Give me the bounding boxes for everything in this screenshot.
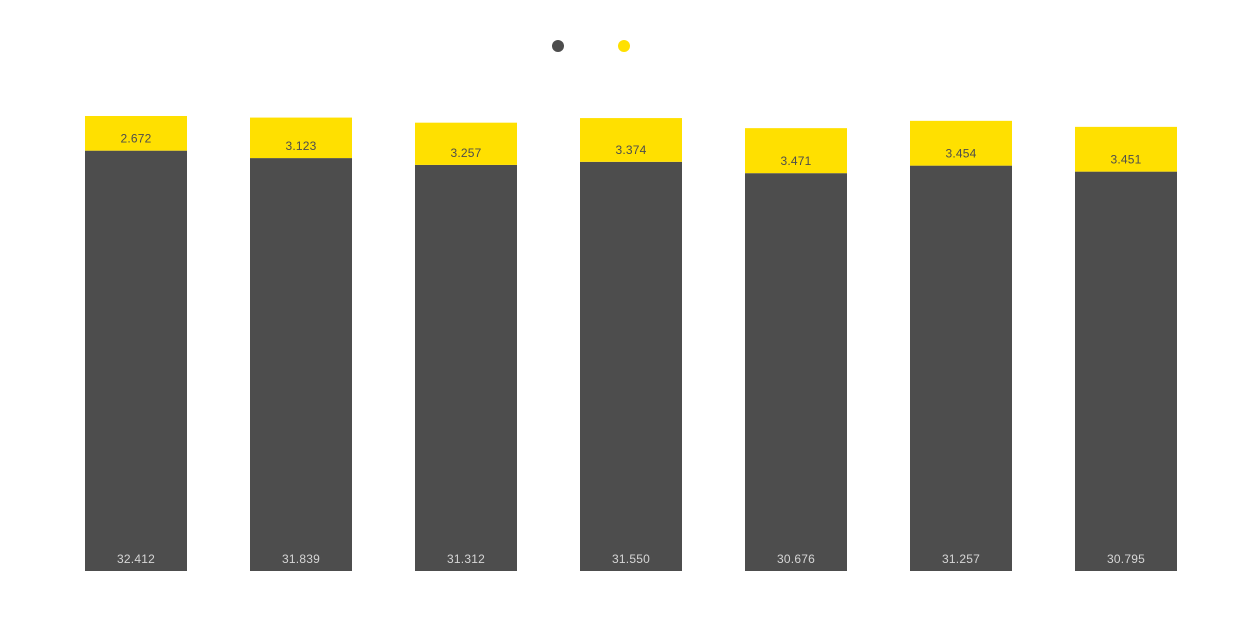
bar-segment-series-2-1 bbox=[85, 116, 187, 151]
bar-segment-series-1-1 bbox=[85, 150, 187, 571]
bar-segment-series-1-7 bbox=[1075, 171, 1177, 571]
bar-segment-series-1-5 bbox=[745, 173, 847, 571]
bar-segment-series-1-2 bbox=[250, 158, 352, 572]
bar-segment-series-2-6 bbox=[910, 120, 1012, 166]
bar-segment-series-1-4 bbox=[580, 161, 682, 571]
data-label-series-2-3: 3.257 bbox=[450, 146, 481, 160]
data-label-series-1-3: 31.312 bbox=[447, 552, 485, 566]
legend-dot-series-1 bbox=[552, 40, 564, 52]
data-label-series-1-7: 30.795 bbox=[1107, 552, 1145, 566]
data-label-series-2-1: 2.672 bbox=[120, 132, 151, 146]
bar-segment-series-1-3 bbox=[415, 164, 517, 572]
data-label-series-2-7: 3.451 bbox=[1110, 153, 1141, 167]
bar-segment-series-2-7 bbox=[1075, 126, 1177, 172]
data-label-series-2-4: 3.374 bbox=[615, 143, 646, 157]
data-label-series-2-5: 3.471 bbox=[780, 154, 811, 168]
bar-segment-series-1-6 bbox=[910, 165, 1012, 571]
data-label-series-1-2: 31.839 bbox=[282, 552, 320, 566]
data-label-series-1-1: 32.412 bbox=[117, 552, 155, 566]
data-label-series-1-4: 31.550 bbox=[612, 552, 650, 566]
bar-segment-series-2-2 bbox=[250, 117, 352, 159]
data-label-series-1-5: 30.676 bbox=[777, 552, 815, 566]
data-label-series-2-2: 3.123 bbox=[285, 139, 316, 153]
bar-segment-series-2-5 bbox=[745, 128, 847, 174]
legend-dot-series-2 bbox=[618, 40, 630, 52]
data-label-series-1-6: 31.257 bbox=[942, 552, 980, 566]
data-label-series-2-6: 3.454 bbox=[945, 147, 976, 161]
bar-segment-series-2-4 bbox=[580, 118, 682, 162]
bar-segment-series-2-3 bbox=[415, 122, 517, 165]
